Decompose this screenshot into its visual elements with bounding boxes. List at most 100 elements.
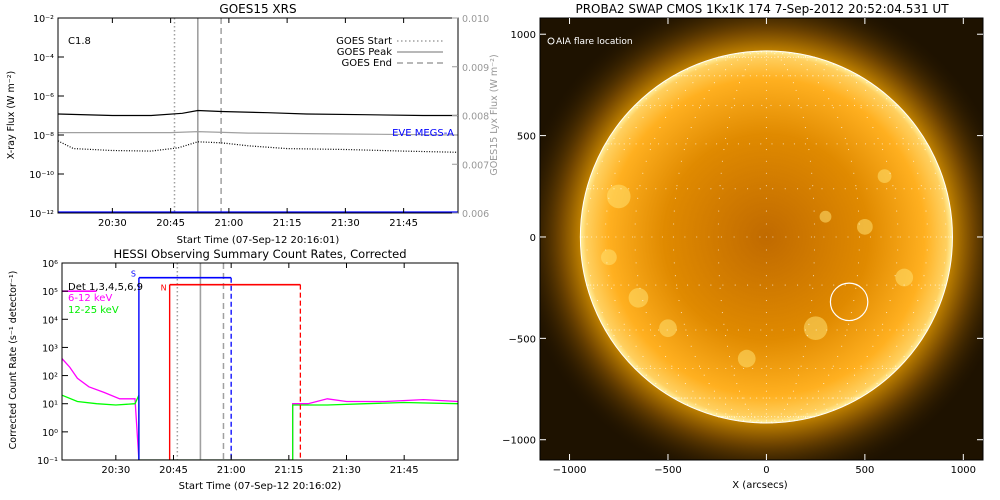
active-region-1 — [628, 287, 649, 308]
grid-dot — [687, 69, 689, 71]
grid-dot — [728, 416, 731, 418]
grid-dot — [677, 374, 679, 376]
grid-dot — [924, 149, 926, 151]
grid-dot — [649, 365, 652, 367]
grid-dot — [786, 416, 789, 418]
grid-dot — [759, 284, 761, 286]
grid-dot — [605, 249, 607, 251]
grid-dot — [797, 188, 799, 190]
hessi-y-axis-label: Corrected Count Rate (s⁻¹ detector⁻¹) — [8, 271, 19, 450]
grid-dot — [728, 116, 731, 118]
grid-dot — [808, 56, 810, 58]
grid-dot — [886, 98, 888, 100]
grid-dot — [856, 197, 858, 199]
grid-dot — [848, 397, 850, 399]
grid-dot — [788, 53, 790, 55]
grid-dot — [713, 75, 715, 77]
grid-dot — [853, 75, 855, 77]
grid-dot — [920, 329, 922, 331]
grid-dot — [895, 107, 897, 109]
grid-dot — [897, 223, 899, 225]
grid-dot — [765, 390, 767, 392]
grid-dot — [792, 82, 794, 84]
active-region-8 — [737, 349, 756, 368]
grid-dot — [675, 82, 677, 84]
grid-dot — [692, 367, 694, 370]
grid-dot — [794, 75, 796, 77]
grid-dot — [923, 236, 925, 238]
grid-dot — [806, 59, 808, 61]
grid-dot — [809, 312, 811, 314]
grid-dot — [726, 329, 728, 331]
grid-dot — [886, 367, 888, 370]
goes-series-2 — [58, 130, 458, 136]
grid-dot — [795, 416, 797, 418]
grid-dot — [823, 69, 825, 71]
grid-dot — [765, 421, 767, 423]
grid-dot — [908, 143, 910, 145]
grid-dot — [924, 323, 926, 325]
grid-dot — [779, 104, 781, 106]
grid-dot — [593, 287, 595, 289]
grid-dot — [734, 55, 736, 57]
grid-dot — [765, 149, 767, 151]
grid-dot — [765, 89, 767, 91]
grid-dot — [629, 329, 631, 331]
grid-dot — [806, 403, 808, 405]
grid-dot — [925, 143, 927, 145]
grid-dot — [725, 413, 727, 415]
grid-dot — [837, 116, 839, 118]
grid-dot — [629, 143, 631, 145]
grid-dot — [716, 104, 718, 106]
grid-dot — [923, 329, 925, 331]
grid-dot — [828, 397, 830, 399]
grid-dot — [618, 312, 620, 314]
grid-dot — [765, 185, 767, 187]
grid-dot — [821, 188, 823, 190]
grid-dot — [618, 329, 620, 331]
grid-dot — [839, 104, 841, 106]
grid-dot — [794, 397, 796, 399]
grid-dot — [708, 89, 710, 91]
grid-dot — [628, 188, 630, 190]
grid-dot — [892, 104, 894, 106]
grid-dot — [897, 249, 899, 251]
grid-dot — [917, 172, 919, 174]
grid-dot — [649, 107, 652, 109]
grid-dot — [930, 284, 932, 286]
grid-dot — [750, 413, 753, 415]
grid-dot — [836, 403, 838, 405]
grid-dot — [809, 56, 811, 58]
grid-dot — [934, 300, 936, 302]
grid-dot — [713, 390, 715, 392]
grid-dot — [769, 397, 771, 399]
grid-dot — [938, 188, 940, 190]
grid-dot — [750, 56, 753, 58]
grid-dot — [806, 75, 808, 77]
grid-dot — [623, 329, 625, 331]
grid-dot — [784, 284, 786, 286]
aia-flare-legend: AIA flare location — [556, 37, 633, 47]
grid-dot — [737, 397, 739, 399]
grid-dot — [876, 188, 878, 190]
grid-dot — [750, 416, 753, 418]
grid-dot — [890, 236, 892, 238]
grid-dot — [713, 82, 715, 84]
grid-dot — [759, 188, 761, 190]
grid-dot — [749, 397, 751, 399]
grid-dot — [765, 312, 767, 314]
grid-dot — [637, 104, 639, 106]
grid-dot — [918, 335, 920, 337]
grid-dot — [866, 356, 868, 358]
grid-dot — [925, 210, 927, 212]
grid-dot — [826, 408, 828, 411]
grid-dot — [797, 284, 799, 286]
grid-dot — [792, 56, 794, 58]
grid-dot — [765, 345, 767, 347]
grid-dot — [866, 367, 868, 370]
goes-xtick-label-2: 21:00 — [214, 218, 243, 229]
grid-dot — [815, 59, 817, 61]
grid-dot — [895, 284, 897, 286]
grid-dot — [889, 116, 891, 118]
grid-dot — [642, 172, 644, 174]
